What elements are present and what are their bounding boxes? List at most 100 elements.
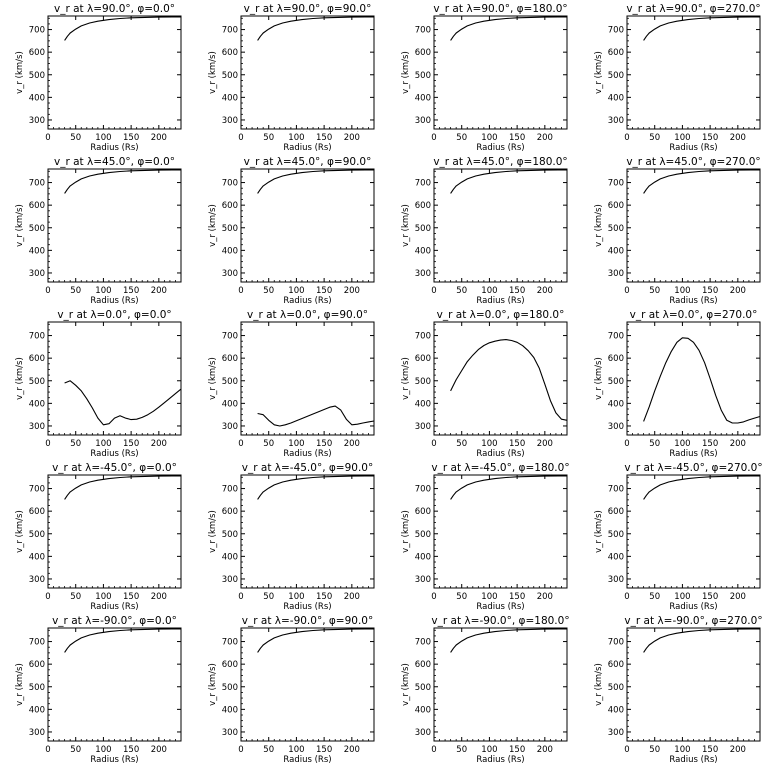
panel-title: v_r at λ=90.0°, φ=0.0° — [54, 3, 175, 15]
y-tick-label: 600 — [608, 660, 624, 670]
y-tick-label: 400 — [222, 552, 238, 562]
y-tick-label: 400 — [222, 93, 238, 103]
x-tick-label: 0 — [238, 133, 243, 143]
panel-title: v_r at λ=90.0°, φ=90.0° — [244, 3, 372, 15]
panel-title: v_r at λ=45.0°, φ=90.0° — [244, 156, 372, 168]
plot-frame — [47, 168, 182, 283]
y-tick-label: 500 — [608, 530, 624, 540]
y-axis-label: v_r (km/s) — [15, 51, 25, 94]
y-tick-label: 400 — [222, 705, 238, 715]
x-axis-label: Radius (Rs) — [476, 143, 524, 153]
series-line — [64, 380, 182, 426]
x-tick-label: 0 — [624, 286, 629, 296]
y-tick-label: 300 — [222, 422, 238, 432]
x-tick-label: 50 — [456, 133, 467, 143]
y-tick-label: 400 — [415, 399, 431, 409]
y-tick-label: 300 — [29, 728, 45, 738]
y-tick-label: 500 — [29, 530, 45, 540]
y-tick-label: 600 — [222, 48, 238, 58]
x-tick-label: 150 — [509, 745, 525, 755]
panel-title: v_r at λ=0.0°, φ=90.0° — [247, 309, 368, 321]
y-tick-label: 500 — [608, 377, 624, 387]
x-tick-label: 150 — [316, 133, 332, 143]
y-tick-label: 300 — [222, 116, 238, 126]
y-tick-label: 500 — [222, 683, 238, 693]
y-tick-label: 500 — [29, 377, 45, 387]
y-tick-label: 500 — [222, 377, 238, 387]
x-tick-label: 100 — [481, 439, 497, 449]
y-axis-label: v_r (km/s) — [208, 204, 218, 247]
x-axis-label: Radius (Rs) — [669, 602, 717, 612]
y-tick-label: 300 — [29, 116, 45, 126]
y-tick-label: 600 — [222, 507, 238, 517]
series-line — [257, 16, 374, 41]
y-axis-label: v_r (km/s) — [15, 204, 25, 247]
plot-frame — [47, 474, 182, 589]
chart-panel: v_r at λ=-90.0°, φ=180.0° 0 50 100 150 200 300… — [401, 615, 570, 765]
y-axis-label: v_r (km/s) — [15, 510, 25, 553]
plot-frame — [47, 627, 182, 742]
x-tick-label: 0 — [238, 745, 243, 755]
y-tick-label: 700 — [222, 26, 238, 36]
x-tick-label: 0 — [431, 286, 436, 296]
series-line — [450, 16, 567, 41]
series-line — [64, 169, 181, 194]
y-tick-label: 700 — [608, 179, 624, 189]
y-tick-label: 300 — [415, 422, 431, 432]
x-tick-label: 50 — [263, 286, 274, 296]
x-tick-label: 0 — [624, 745, 629, 755]
x-axis-label: Radius (Rs) — [669, 755, 717, 765]
x-tick-label: 200 — [151, 133, 167, 143]
y-tick-label: 700 — [222, 179, 238, 189]
y-tick-label: 300 — [608, 575, 624, 585]
x-tick-label: 100 — [95, 133, 111, 143]
x-tick-label: 150 — [509, 592, 525, 602]
y-tick-label: 600 — [608, 201, 624, 211]
x-tick-label: 100 — [481, 133, 497, 143]
x-tick-label: 150 — [702, 592, 718, 602]
chart-panel: v_r at λ=0.0°, φ=90.0° 0 50 100 150 200 300 400… — [208, 309, 375, 459]
series-line — [450, 628, 567, 653]
x-tick-label: 200 — [537, 592, 553, 602]
x-tick-label: 150 — [316, 286, 332, 296]
series-line — [450, 339, 568, 421]
plot-frame — [47, 15, 182, 130]
y-tick-label: 400 — [415, 552, 431, 562]
plot-frame — [433, 168, 568, 283]
y-tick-label: 300 — [608, 422, 624, 432]
y-tick-label: 500 — [415, 530, 431, 540]
y-tick-label: 700 — [608, 332, 624, 342]
series-line — [643, 337, 761, 424]
y-tick-label: 500 — [222, 224, 238, 234]
x-axis-label: Radius (Rs) — [476, 449, 524, 459]
x-tick-label: 0 — [238, 592, 243, 602]
x-tick-label: 50 — [70, 133, 81, 143]
y-tick-label: 600 — [415, 660, 431, 670]
x-tick-label: 50 — [70, 745, 81, 755]
x-tick-label: 150 — [123, 439, 139, 449]
panel-title: v_r at λ=90.0°, φ=180.0° — [433, 3, 567, 15]
x-tick-label: 0 — [45, 133, 50, 143]
y-tick-label: 400 — [415, 93, 431, 103]
x-tick-label: 200 — [151, 745, 167, 755]
x-axis-label: Radius (Rs) — [283, 296, 331, 306]
x-tick-label: 0 — [431, 439, 436, 449]
y-tick-label: 600 — [608, 48, 624, 58]
x-tick-label: 50 — [649, 439, 660, 449]
x-tick-label: 0 — [431, 592, 436, 602]
x-axis-label: Radius (Rs) — [90, 449, 138, 459]
x-tick-label: 0 — [45, 286, 50, 296]
y-axis-label: v_r (km/s) — [15, 663, 25, 706]
x-tick-label: 100 — [481, 592, 497, 602]
plot-frame — [626, 474, 761, 589]
y-tick-label: 700 — [29, 179, 45, 189]
y-axis-label: v_r (km/s) — [15, 357, 25, 400]
panel-title: v_r at λ=90.0°, φ=270.0° — [626, 3, 760, 15]
chart-panel: v_r at λ=0.0°, φ=270.0° 0 50 100 150 200 300 40… — [594, 309, 761, 459]
series-line — [257, 475, 374, 500]
series-line — [257, 169, 374, 194]
x-tick-label: 200 — [344, 286, 360, 296]
y-tick-label: 700 — [29, 638, 45, 648]
series-line — [450, 169, 567, 194]
x-tick-label: 150 — [123, 133, 139, 143]
